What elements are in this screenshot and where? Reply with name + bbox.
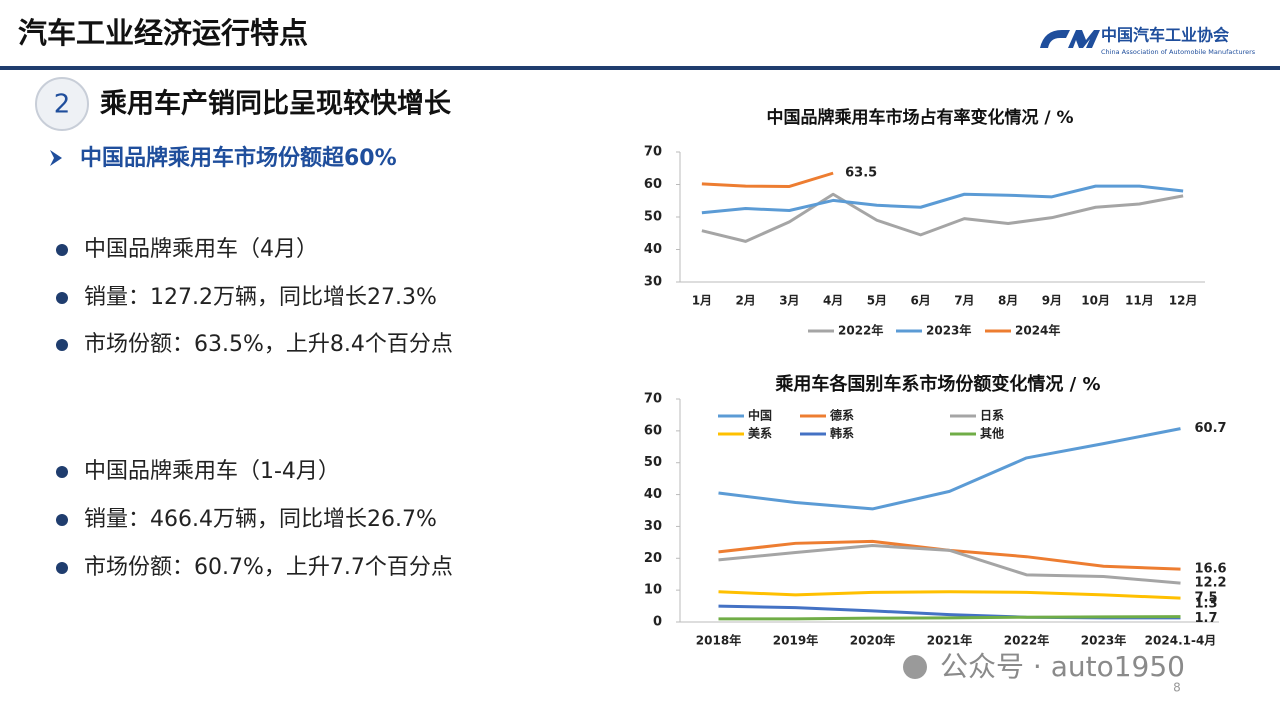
bullet-text: 中国品牌乘用车（1-4月） <box>84 459 340 484</box>
series-line <box>718 539 1181 571</box>
bullet-dot <box>56 292 68 304</box>
x-tick-label: 11月 <box>1125 294 1154 308</box>
series-line <box>718 615 1181 621</box>
series-line <box>701 171 834 188</box>
section-number: 2 <box>54 90 71 120</box>
bullet-dot <box>56 466 68 478</box>
footer-account: 公众号 · auto1950 <box>940 650 1185 683</box>
x-tick-label: 10月 <box>1081 294 1110 308</box>
x-tick-label: 12月 <box>1169 294 1198 308</box>
x-tick-label: 6月 <box>910 294 930 308</box>
y-tick-label: 30 <box>644 275 662 290</box>
bullet-dot <box>56 514 68 526</box>
x-tick-label: 1月 <box>692 294 712 308</box>
data-label: 63.5 <box>845 166 877 181</box>
y-tick-label: 50 <box>644 455 662 470</box>
x-tick-label: 2月 <box>735 294 755 308</box>
legend-label: 德系 <box>830 408 854 423</box>
bullet-text: 销量：466.4万辆，同比增长26.7% <box>84 507 437 532</box>
series-line <box>718 544 1181 585</box>
x-tick-label: 2021年 <box>927 633 972 648</box>
section-title: 乘用车产销同比呈现较快增长 <box>99 88 452 120</box>
x-tick-label: 4月 <box>823 294 843 308</box>
y-tick-label: 40 <box>644 487 662 502</box>
y-tick-label: 0 <box>653 615 662 630</box>
data-label: 12.2 <box>1195 576 1227 591</box>
data-label: 16.6 <box>1195 562 1227 577</box>
charts: 中国品牌乘用车市场占有率变化情况 / % 30 40 50 60 70 1月 2月 3月 4月 5月… <box>644 107 1227 648</box>
legend-label: 2022年 <box>838 323 883 338</box>
y-tick-label: 60 <box>644 423 662 438</box>
x-tick-label: 5月 <box>867 294 887 308</box>
y-tick-label: 20 <box>644 551 662 566</box>
highlight-arrow <box>50 150 62 166</box>
series-line <box>701 192 1184 243</box>
header-rule <box>0 66 1280 70</box>
bullet-dot <box>56 339 68 351</box>
data-label: 1.7 <box>1195 611 1218 626</box>
x-tick-label: 2022年 <box>1004 633 1049 648</box>
legend-label: 韩系 <box>830 426 854 441</box>
highlight: 中国品牌乘用车市场份额超60% <box>80 145 397 171</box>
x-tick-label: 2018年 <box>696 633 741 648</box>
y-tick-label: 10 <box>644 583 662 598</box>
bullets: 中国品牌乘用车（4月） 销量：127.2万辆，同比增长27.3% 市场份额：63.5… <box>56 237 453 580</box>
series-line <box>718 590 1181 600</box>
logo-name: 中国汽车工业协会 <box>1101 26 1229 45</box>
legend-label: 中国 <box>748 408 772 423</box>
legend-label: 2024年 <box>1015 323 1060 338</box>
bullet-text: 市场份额：63.5%，上升8.4个百分点 <box>84 332 453 357</box>
series-line <box>718 427 1181 511</box>
y-tick-label: 70 <box>644 392 662 407</box>
bullet-text: 销量：127.2万辆，同比增长27.3% <box>84 285 437 310</box>
bullet-text: 市场份额：60.7%，上升7.7个百分点 <box>84 555 453 580</box>
header-title: 汽车工业经济运行特点 <box>18 16 308 50</box>
y-tick-label: 70 <box>644 145 662 160</box>
x-tick-label: 2020年 <box>850 633 895 648</box>
y-tick-label: 50 <box>644 210 662 225</box>
legend-label: 2023年 <box>926 323 971 338</box>
legend-label: 美系 <box>748 426 772 441</box>
chart-title: 乘用车各国别车系市场份额变化情况 / % <box>774 373 1100 395</box>
x-tick-label: 7月 <box>954 294 974 308</box>
wechat-icon <box>903 655 927 679</box>
legend-label: 其他 <box>980 426 1004 441</box>
data-label: 7.5 <box>1195 591 1218 606</box>
x-tick-label: 8月 <box>998 294 1018 308</box>
section-badge <box>35 77 89 131</box>
x-tick-label: 9月 <box>1042 294 1062 308</box>
bullet-dot <box>56 562 68 574</box>
logo-subtitle: China Association of Automobile Manufact… <box>1101 48 1256 56</box>
y-tick-label: 30 <box>644 519 662 534</box>
legend-label: 日系 <box>980 408 1004 423</box>
logo-mark <box>1040 30 1100 48</box>
y-tick-label: 40 <box>644 242 662 257</box>
chart-title: 中国品牌乘用车市场占有率变化情况 / % <box>766 107 1073 128</box>
x-tick-label: 3月 <box>779 294 799 308</box>
data-label: 1.3 <box>1195 596 1218 611</box>
x-tick-label: 2024.1-4月 <box>1145 634 1217 648</box>
series-line <box>701 184 1184 215</box>
data-label: 60.7 <box>1195 421 1227 436</box>
y-tick-label: 60 <box>644 177 662 192</box>
x-tick-label: 2023年 <box>1081 633 1126 648</box>
x-tick-label: 2019年 <box>773 633 818 648</box>
bullet-text: 中国品牌乘用车（4月） <box>84 237 318 262</box>
bullet-dot <box>56 244 68 256</box>
page-number: 8 <box>1173 681 1181 695</box>
